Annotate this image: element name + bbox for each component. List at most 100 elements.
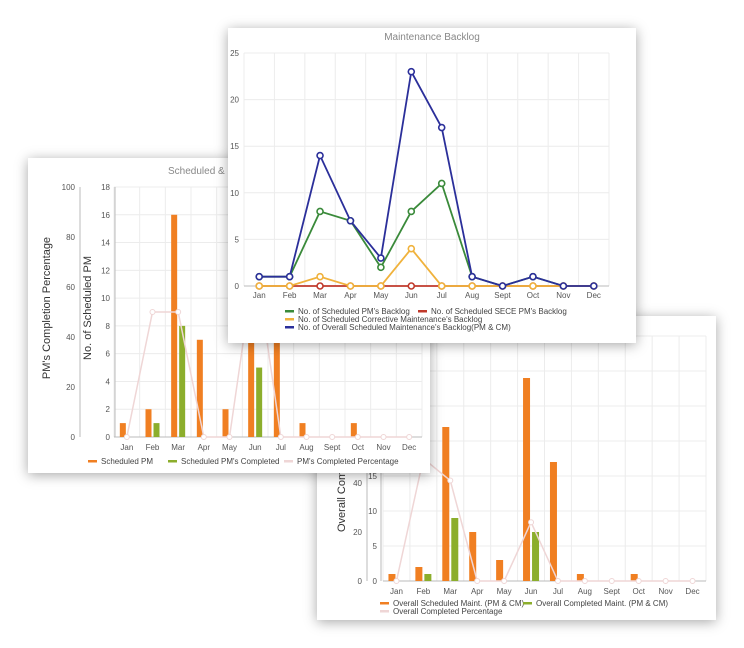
y-tick-label: 18 [101,183,110,192]
data-point [316,282,324,290]
legend-item[interactable]: No. of Overall Scheduled Maintenance's B… [285,323,511,332]
bar-overall-scheduled-maint-pm-cm- [496,560,504,581]
y-tick-label: 5 [373,542,378,551]
bar-scheduled-pm [196,339,203,437]
legend-label: Overall Scheduled Maint. (PM & CM) [393,599,524,608]
data-point [377,254,385,262]
legend-swatch [285,318,294,321]
data-point [407,282,416,290]
line-series [259,247,594,287]
data-point [277,434,284,440]
x-tick-label: Sept [494,291,511,300]
x-tick-label: Aug [299,443,313,452]
data-point [380,434,387,440]
line-series [395,457,693,582]
bar-scheduled-pm-s-completed [179,325,186,437]
data-point [662,578,669,584]
data-point [255,272,264,281]
grid [243,52,610,287]
bar-scheduled-pm-s-completed [153,423,160,437]
bar-scheduled-pm [248,339,255,437]
chart-title: Scheduled & [168,166,225,177]
bar-overall-scheduled-maint-pm-cm- [442,427,450,581]
bar-scheduled-pm [222,409,229,437]
legend-item[interactable]: No. of Scheduled Corrective Maintenance'… [285,315,482,324]
legend-swatch [285,326,294,329]
data-point [406,434,413,440]
bar-overall-completed-maint-pm-cm- [424,574,432,581]
bar-overall-completed-maint-pm-cm- [451,518,459,581]
x-tick-label: Jun [525,587,538,596]
x-tick-label: Jan [390,587,403,596]
x-tick-label: May [497,587,512,596]
legend-swatch [88,460,97,463]
line-series [126,259,410,438]
x-tick-label: Jul [276,443,286,452]
bar-overall-scheduled-maint-pm-cm- [630,574,638,581]
y-tick-label: 14 [101,239,110,248]
bar-scheduled-pm [119,423,126,437]
legend-swatch [285,310,294,313]
x-tick-label: Feb [283,291,297,300]
legend-item[interactable]: Overall Completed Maint. (PM & CM) [523,599,668,608]
data-point [529,282,537,290]
data-point [175,309,182,315]
y2-tick-label: 20 [353,528,362,537]
legend-label: Overall Completed Percentage [393,607,503,616]
y2-tick-label: 0 [358,577,363,586]
bar-overall-scheduled-maint-pm-cm- [523,378,531,581]
legend-item[interactable]: Scheduled PM [88,457,153,466]
grid [382,335,707,582]
bar-scheduled-pm [350,423,357,437]
data-point [468,272,476,281]
data-point [689,578,696,584]
y2-tick-label: 40 [353,479,362,488]
data-point [285,282,294,290]
chart-title: Maintenance Backlog [384,32,480,43]
data-point [407,67,416,76]
data-point [559,282,568,290]
y-tick-label: 10 [230,189,239,198]
legend-item[interactable]: No. of Scheduled SECE PM's Backlog [418,307,567,316]
x-tick-label: May [373,291,388,300]
bar-overall-scheduled-maint-pm-cm- [469,532,477,581]
bar-overall-scheduled-maint-pm-cm- [415,567,423,581]
x-tick-label: Mar [313,291,327,300]
y-tick-label: 10 [368,507,377,516]
line-series [259,68,594,287]
data-point [149,309,156,315]
legend-item[interactable]: Overall Completed Percentage [380,607,503,616]
x-tick-label: Mar [171,443,185,452]
x-tick-label: Dec [402,443,416,452]
y-tick-label: 15 [230,142,239,151]
x-tick-label: Nov [556,291,570,300]
y-tick-label: 2 [106,405,111,414]
y-tick-label: 0 [106,433,111,442]
x-tick-label: Nov [376,443,390,452]
data-point [377,263,385,272]
legend-item[interactable]: Overall Scheduled Maint. (PM & CM) [380,599,524,608]
legend-label: No. of Scheduled Corrective Maintenance'… [298,315,482,324]
x-tick-label: Jul [437,291,447,300]
overall-maintenance-chart: 05101520253035020406080100Overall ComJan… [336,332,707,616]
x-tick-label: Sept [604,587,621,596]
data-point [554,578,561,584]
y-tick-label: 12 [101,266,110,275]
legend-item[interactable]: PM's Completed Percentage [284,457,399,466]
data-point [635,578,642,584]
y-tick-label: 25 [230,49,239,58]
data-point [377,282,385,290]
y2-tick-label: 100 [62,183,76,192]
legend-item[interactable]: No. of Scheduled PM's Backlog [285,307,410,316]
bar-scheduled-pm [145,409,152,437]
data-point [354,434,361,440]
data-point [447,477,454,484]
legend-label: Scheduled PM [101,457,153,466]
legend-item[interactable]: Scheduled PM's Completed [168,457,279,466]
y2-tick-label: 80 [66,233,75,242]
maintenance-backlog-chart-panel: 0 5 10 15 20 25 Jan Feb Mar Apr May Jun Jul Aug Sept Oc… [228,28,636,343]
bar-scheduled-pm [273,339,280,437]
x-tick-label: Oct [527,291,540,300]
bar-scheduled-pm-s-completed [256,367,263,437]
legend-swatch [168,460,177,463]
